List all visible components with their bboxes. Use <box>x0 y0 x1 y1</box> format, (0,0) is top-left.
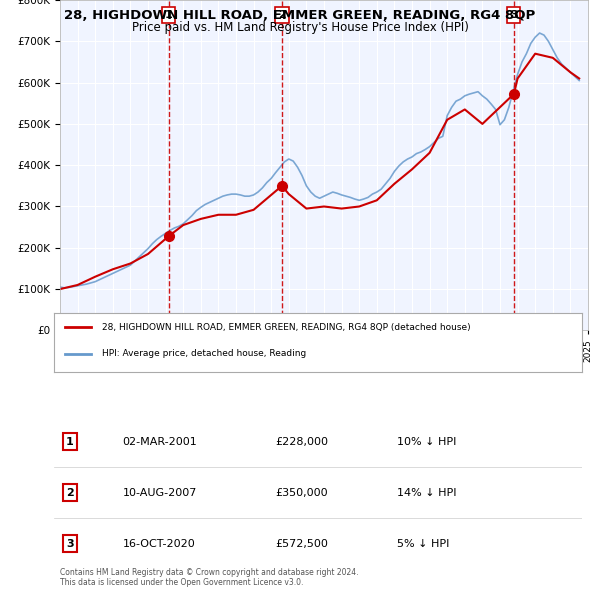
Text: 3: 3 <box>66 539 74 549</box>
Text: 5% ↓ HPI: 5% ↓ HPI <box>397 539 449 549</box>
Text: 10-AUG-2007: 10-AUG-2007 <box>122 488 197 497</box>
Text: £228,000: £228,000 <box>276 437 329 447</box>
Text: 16-OCT-2020: 16-OCT-2020 <box>122 539 196 549</box>
Text: 28, HIGHDOWN HILL ROAD, EMMER GREEN, READING, RG4 8QP: 28, HIGHDOWN HILL ROAD, EMMER GREEN, REA… <box>64 9 536 22</box>
Text: 3: 3 <box>510 10 518 20</box>
Text: £572,500: £572,500 <box>276 539 329 549</box>
Text: £350,000: £350,000 <box>276 488 328 497</box>
Text: 02-MAR-2001: 02-MAR-2001 <box>122 437 197 447</box>
Text: 2: 2 <box>278 10 286 20</box>
Text: Contains HM Land Registry data © Crown copyright and database right 2024.
This d: Contains HM Land Registry data © Crown c… <box>60 568 359 587</box>
Text: 14% ↓ HPI: 14% ↓ HPI <box>397 488 457 497</box>
Text: 28, HIGHDOWN HILL ROAD, EMMER GREEN, READING, RG4 8QP (detached house): 28, HIGHDOWN HILL ROAD, EMMER GREEN, REA… <box>101 323 470 332</box>
Text: HPI: Average price, detached house, Reading: HPI: Average price, detached house, Read… <box>101 349 306 359</box>
Text: 10% ↓ HPI: 10% ↓ HPI <box>397 437 457 447</box>
Text: 2: 2 <box>66 488 74 497</box>
Text: 1: 1 <box>165 10 172 20</box>
Text: Price paid vs. HM Land Registry's House Price Index (HPI): Price paid vs. HM Land Registry's House … <box>131 21 469 34</box>
Text: 1: 1 <box>66 437 74 447</box>
